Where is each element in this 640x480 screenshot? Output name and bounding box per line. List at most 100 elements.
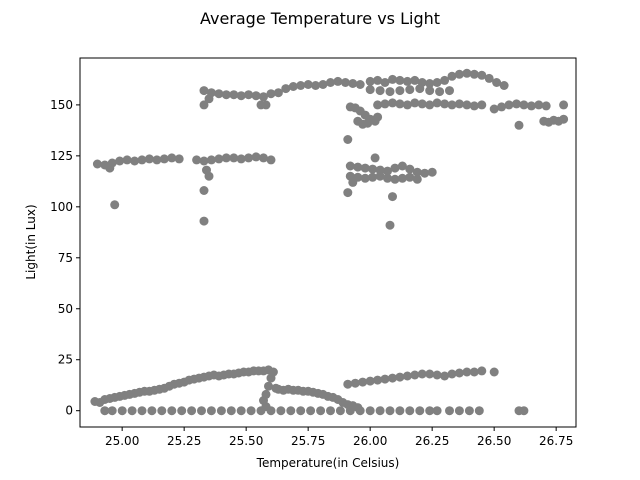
data-point (360, 163, 370, 173)
data-point (204, 171, 214, 181)
data-point (174, 154, 184, 164)
data-point (388, 373, 397, 383)
data-point (266, 406, 276, 416)
plot-frame (79, 57, 577, 428)
data-point (402, 100, 412, 110)
data-point (229, 90, 239, 100)
data-point (345, 161, 355, 171)
data-point (425, 86, 435, 96)
x-tick-label: 26.50 (477, 434, 511, 448)
data-point (236, 154, 246, 164)
data-point (477, 100, 487, 110)
data-point (469, 367, 479, 377)
data-point (251, 91, 261, 101)
data-point (373, 75, 383, 85)
data-point (380, 374, 390, 384)
data-point (504, 100, 514, 110)
data-point (373, 112, 383, 122)
data-point (316, 406, 326, 416)
data-point (303, 80, 313, 89)
data-point (425, 100, 435, 110)
data-point (447, 100, 457, 110)
data-point (199, 86, 209, 96)
data-point (197, 406, 206, 416)
data-point (365, 406, 375, 416)
data-point (246, 406, 256, 416)
data-point (137, 155, 147, 165)
data-point (375, 86, 385, 96)
data-point (147, 406, 157, 416)
data-point (130, 156, 140, 166)
data-point (152, 155, 162, 165)
data-point (380, 99, 390, 109)
data-point (266, 155, 276, 165)
data-point (157, 406, 167, 416)
data-point (370, 153, 380, 163)
data-point (256, 406, 266, 416)
data-point (454, 368, 464, 378)
data-point (375, 171, 385, 181)
data-point (462, 367, 472, 377)
data-point (368, 172, 378, 182)
data-point (199, 156, 209, 166)
data-point (390, 163, 400, 173)
y-tick-label: 25 (58, 353, 73, 367)
data-point (273, 88, 283, 98)
data-point (397, 161, 407, 171)
data-point (343, 379, 353, 389)
data-point (276, 406, 286, 416)
data-point (296, 81, 306, 90)
data-point (383, 173, 392, 183)
data-point (204, 94, 214, 104)
data-point (395, 406, 405, 416)
data-point (199, 100, 209, 110)
data-point (358, 377, 368, 387)
y-tick-label: 125 (50, 149, 73, 163)
data-point (425, 79, 435, 88)
data-point (137, 406, 147, 416)
data-point (497, 102, 507, 112)
data-point (159, 154, 169, 164)
data-point (474, 406, 484, 416)
data-point (469, 101, 479, 111)
data-point (489, 367, 499, 377)
data-point (412, 167, 422, 177)
data-point (447, 369, 457, 379)
data-point (122, 155, 132, 165)
data-point (105, 163, 115, 173)
data-point (395, 75, 405, 85)
data-point (286, 406, 296, 416)
data-point (363, 118, 373, 128)
x-tick-label: 25.75 (291, 434, 325, 448)
y-tick-label: 0 (65, 404, 73, 418)
data-point (214, 154, 224, 164)
data-point (440, 75, 450, 85)
data-point (388, 98, 397, 108)
data-point (405, 406, 415, 416)
data-point (259, 92, 268, 102)
data-point (385, 87, 395, 97)
data-point (365, 76, 375, 86)
data-point (395, 99, 405, 109)
data-point (348, 177, 358, 187)
data-point (355, 80, 365, 89)
data-point (432, 78, 442, 87)
data-point (388, 192, 397, 202)
data-point (244, 90, 254, 100)
data-point (355, 406, 365, 416)
data-point (348, 79, 358, 88)
data-point (375, 406, 385, 416)
y-axis-title: Light(in Lux) (24, 204, 38, 279)
data-point (177, 406, 187, 416)
data-point (192, 155, 202, 165)
data-point (214, 89, 224, 99)
data-point (477, 70, 487, 80)
data-point (447, 71, 457, 81)
data-point (559, 114, 569, 124)
data-point (115, 156, 125, 166)
x-axis-title: Temperature(in Celsius) (256, 456, 400, 470)
data-point (385, 220, 395, 230)
data-point (199, 216, 209, 226)
data-point (383, 166, 392, 176)
data-point (405, 85, 415, 95)
